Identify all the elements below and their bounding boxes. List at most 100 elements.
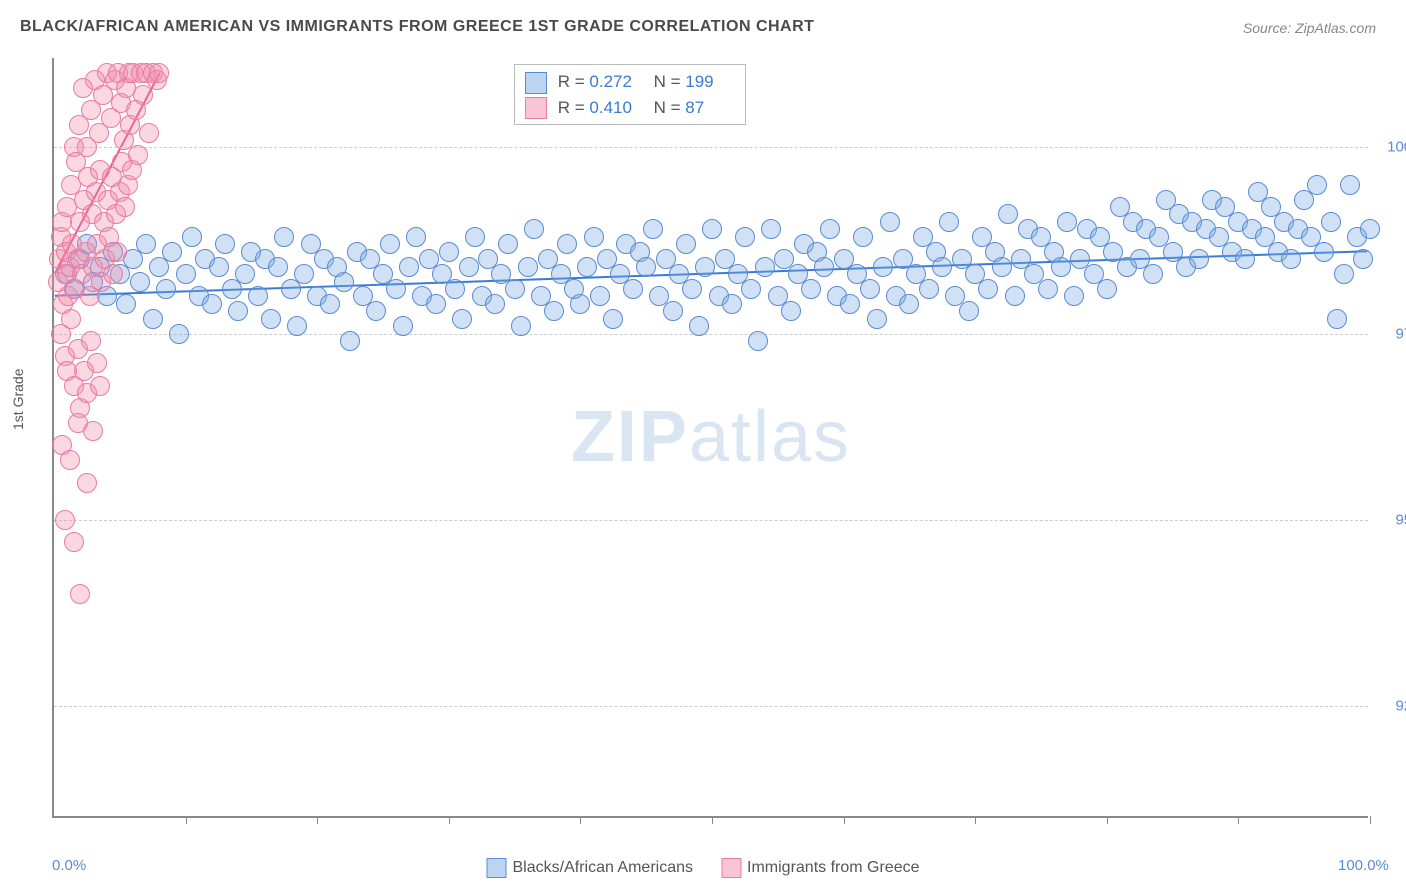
correlation-row: R = 0.410 N = 87 bbox=[525, 95, 735, 121]
scatter-point bbox=[814, 257, 834, 277]
scatter-point bbox=[511, 316, 531, 336]
legend-swatch bbox=[721, 858, 741, 878]
watermark-light: atlas bbox=[689, 397, 851, 477]
scatter-point bbox=[590, 286, 610, 306]
scatter-point bbox=[636, 257, 656, 277]
x-tick bbox=[449, 816, 450, 824]
scatter-point bbox=[867, 309, 887, 329]
scatter-point bbox=[1057, 212, 1077, 232]
scatter-point bbox=[248, 286, 268, 306]
scatter-point bbox=[978, 279, 998, 299]
x-tick bbox=[844, 816, 845, 824]
scatter-point bbox=[524, 219, 544, 239]
scatter-point bbox=[880, 212, 900, 232]
scatter-point bbox=[1064, 286, 1084, 306]
n-label: N = bbox=[654, 98, 681, 117]
scatter-point bbox=[465, 227, 485, 247]
scatter-point bbox=[570, 294, 590, 314]
scatter-point bbox=[932, 257, 952, 277]
scatter-point bbox=[748, 331, 768, 351]
scatter-point bbox=[393, 316, 413, 336]
scatter-point bbox=[261, 309, 281, 329]
gridline-horizontal bbox=[54, 147, 1368, 148]
r-value: 0.272 bbox=[589, 69, 639, 95]
legend-label: Immigrants from Greece bbox=[747, 859, 919, 876]
scatter-point bbox=[176, 264, 196, 284]
scatter-point bbox=[274, 227, 294, 247]
scatter-point bbox=[643, 219, 663, 239]
scatter-point bbox=[557, 234, 577, 254]
scatter-point bbox=[386, 279, 406, 299]
scatter-point bbox=[128, 145, 148, 165]
scatter-point bbox=[939, 212, 959, 232]
scatter-point bbox=[577, 257, 597, 277]
scatter-point bbox=[735, 227, 755, 247]
scatter-point bbox=[268, 257, 288, 277]
scatter-point bbox=[169, 324, 189, 344]
scatter-point bbox=[899, 294, 919, 314]
scatter-point bbox=[68, 413, 88, 433]
x-tick bbox=[1107, 816, 1108, 824]
watermark: ZIPatlas bbox=[571, 396, 851, 478]
scatter-point bbox=[1235, 249, 1255, 269]
legend-swatch bbox=[525, 72, 547, 94]
scatter-point bbox=[853, 227, 873, 247]
scatter-point bbox=[485, 294, 505, 314]
scatter-point bbox=[584, 227, 604, 247]
scatter-point bbox=[439, 242, 459, 262]
scatter-point bbox=[340, 331, 360, 351]
y-axis-label: 1st Grade bbox=[10, 369, 26, 430]
scatter-point bbox=[1327, 309, 1347, 329]
trend-lines-layer bbox=[54, 58, 1368, 816]
scatter-point bbox=[505, 279, 525, 299]
n-value: 199 bbox=[685, 69, 735, 95]
source-name: ZipAtlas.com bbox=[1295, 20, 1376, 36]
y-tick-label: 97.5% bbox=[1378, 325, 1406, 342]
scatter-point bbox=[623, 279, 643, 299]
r-label: R = bbox=[558, 98, 585, 117]
x-tick bbox=[580, 816, 581, 824]
scatter-point bbox=[676, 234, 696, 254]
scatter-point bbox=[116, 294, 136, 314]
legend-label: Blacks/African Americans bbox=[513, 859, 694, 876]
n-value: 87 bbox=[685, 95, 735, 121]
scatter-point bbox=[801, 279, 821, 299]
y-tick-label: 100.0% bbox=[1378, 139, 1406, 156]
scatter-point bbox=[1143, 264, 1163, 284]
scatter-point bbox=[426, 294, 446, 314]
x-tick bbox=[1370, 816, 1371, 824]
scatter-point bbox=[1307, 175, 1327, 195]
scatter-point bbox=[992, 257, 1012, 277]
scatter-point bbox=[1038, 279, 1058, 299]
scatter-point bbox=[873, 257, 893, 277]
scatter-point bbox=[366, 301, 386, 321]
scatter-point bbox=[781, 301, 801, 321]
watermark-bold: ZIP bbox=[571, 397, 689, 477]
scatter-point bbox=[294, 264, 314, 284]
plot-area: ZIPatlas 92.5%95.0%97.5%100.0% R = 0.272… bbox=[52, 58, 1368, 818]
x-axis-min-label: 0.0% bbox=[52, 857, 86, 874]
scatter-point bbox=[380, 234, 400, 254]
scatter-point bbox=[445, 279, 465, 299]
scatter-point bbox=[136, 234, 156, 254]
scatter-point bbox=[87, 353, 107, 373]
scatter-point bbox=[139, 123, 159, 143]
scatter-point bbox=[452, 309, 472, 329]
scatter-point bbox=[1097, 279, 1117, 299]
scatter-point bbox=[64, 532, 84, 552]
legend-swatch bbox=[525, 97, 547, 119]
scatter-point bbox=[998, 204, 1018, 224]
gridline-horizontal bbox=[54, 334, 1368, 335]
x-tick bbox=[712, 816, 713, 824]
scatter-point bbox=[406, 227, 426, 247]
correlation-row: R = 0.272 N = 199 bbox=[525, 69, 735, 95]
scatter-point bbox=[320, 294, 340, 314]
scatter-point bbox=[761, 219, 781, 239]
scatter-point bbox=[663, 301, 683, 321]
scatter-point bbox=[689, 316, 709, 336]
scatter-point bbox=[202, 294, 222, 314]
x-tick bbox=[1238, 816, 1239, 824]
gridline-horizontal bbox=[54, 520, 1368, 521]
scatter-point bbox=[162, 242, 182, 262]
scatter-point bbox=[1189, 249, 1209, 269]
